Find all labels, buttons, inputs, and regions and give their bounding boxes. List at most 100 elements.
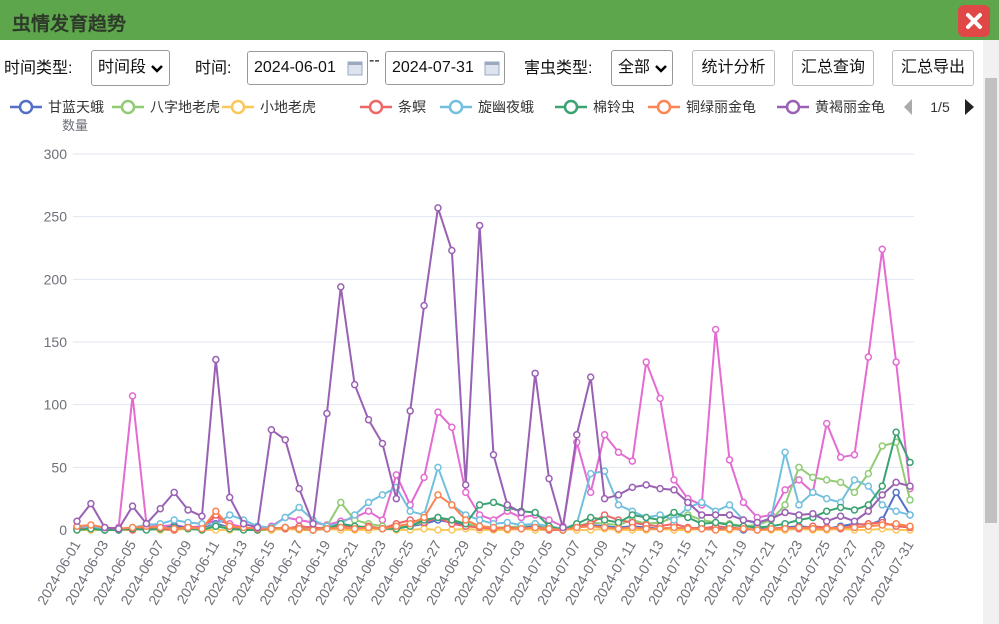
- data-point: [809, 488, 817, 497]
- data-point: [600, 494, 609, 503]
- data-point: [614, 524, 623, 533]
- legend-prev[interactable]: [904, 99, 912, 115]
- data-point: [739, 516, 748, 524]
- legend-item[interactable]: 黄褐丽金龟: [777, 99, 885, 115]
- data-point: [545, 516, 553, 524]
- data-point: [184, 523, 192, 532]
- data-point: [392, 471, 401, 479]
- y-tick-label: 250: [44, 209, 68, 225]
- data-point: [253, 523, 262, 532]
- data-point: [628, 457, 637, 465]
- legend-symbol: [18, 99, 34, 115]
- select-value: 时间段: [98, 59, 147, 76]
- data-point: [364, 498, 373, 507]
- data-point: [448, 246, 456, 255]
- data-point: [850, 488, 859, 497]
- data-point: [906, 482, 914, 490]
- data-point: [295, 503, 303, 512]
- data-point: [836, 503, 845, 512]
- data-point: [628, 483, 637, 492]
- data-point: [795, 523, 803, 532]
- data-point: [586, 522, 595, 530]
- data-point: [309, 526, 317, 534]
- start-date-input[interactable]: 2024-06-01: [247, 51, 368, 85]
- data-point: [711, 518, 720, 527]
- y-tick-label: 200: [44, 271, 68, 287]
- data-point: [864, 353, 873, 361]
- legend-item[interactable]: 铜绿丽金龟: [648, 99, 756, 115]
- data-point: [670, 508, 678, 517]
- data-point: [101, 523, 109, 532]
- data-point: [434, 408, 442, 416]
- legend-item[interactable]: 甘蓝天蛾: [10, 99, 104, 115]
- data-point: [892, 507, 900, 515]
- data-point: [142, 519, 151, 528]
- close-button[interactable]: [958, 5, 990, 37]
- data-point: [864, 507, 873, 515]
- legend-page: 1/5: [930, 99, 950, 115]
- data-point: [850, 451, 859, 459]
- data-point: [642, 358, 650, 366]
- data-point: [795, 476, 803, 484]
- data-point: [725, 456, 734, 464]
- legend-label: 旋幽夜蛾: [478, 99, 534, 115]
- data-point: [642, 481, 650, 489]
- data-point: [614, 448, 623, 457]
- data-point: [406, 519, 414, 528]
- data-point: [212, 355, 220, 364]
- data-point: [198, 512, 206, 520]
- data-point: [434, 204, 442, 212]
- data-point: [656, 524, 664, 533]
- legend-item[interactable]: 八字地老虎: [112, 99, 220, 115]
- y-tick-label: 300: [44, 146, 68, 162]
- data-point: [878, 442, 886, 450]
- button[interactable]: 汇总导出: [892, 50, 974, 86]
- input-value: 2024-06-01: [254, 59, 336, 76]
- data-point: [323, 524, 331, 533]
- button[interactable]: 汇总查询: [792, 50, 874, 86]
- legend-item[interactable]: 旋幽夜蛾: [440, 99, 534, 115]
- data-point: [198, 524, 206, 533]
- data-point: [461, 481, 470, 489]
- data-point: [878, 521, 886, 529]
- data-point: [503, 524, 512, 533]
- data-point: [420, 524, 428, 533]
- data-point: [684, 498, 692, 507]
- data-point: [420, 473, 428, 482]
- data-point: [739, 498, 748, 507]
- data-point: [434, 491, 442, 499]
- legend-item[interactable]: 条螟: [360, 99, 426, 115]
- data-point: [586, 488, 595, 497]
- pest-type-select[interactable]: 全部: [611, 50, 673, 86]
- data-point: [684, 513, 692, 522]
- data-point: [795, 511, 803, 519]
- data-point: [517, 508, 526, 517]
- button[interactable]: 统计分析: [692, 50, 775, 86]
- data-point: [73, 517, 81, 525]
- data-point: [795, 463, 803, 472]
- data-point: [586, 513, 595, 522]
- data-point: [170, 516, 178, 524]
- legend-item[interactable]: 小地老虎: [222, 99, 316, 115]
- data-point: [600, 523, 609, 532]
- data-point: [698, 498, 706, 507]
- legend-next[interactable]: [965, 99, 974, 115]
- data-point: [711, 511, 720, 519]
- data-point: [323, 409, 331, 418]
- data-point: [864, 482, 873, 490]
- data-point: [850, 476, 859, 484]
- data-point: [406, 407, 414, 415]
- scrollbar-thumb[interactable]: [985, 78, 997, 523]
- series-line: [76, 207, 911, 530]
- data-point: [892, 488, 900, 497]
- legend-item[interactable]: 棉铃虫: [555, 99, 635, 115]
- data-point: [906, 522, 914, 530]
- end-date-input[interactable]: 2024-07-31: [385, 51, 505, 85]
- data-point: [489, 498, 498, 507]
- data-point: [128, 502, 137, 510]
- time-type-select[interactable]: 时间段: [91, 50, 170, 86]
- data-point: [684, 524, 692, 533]
- data-point: [295, 524, 303, 533]
- data-point: [698, 511, 706, 519]
